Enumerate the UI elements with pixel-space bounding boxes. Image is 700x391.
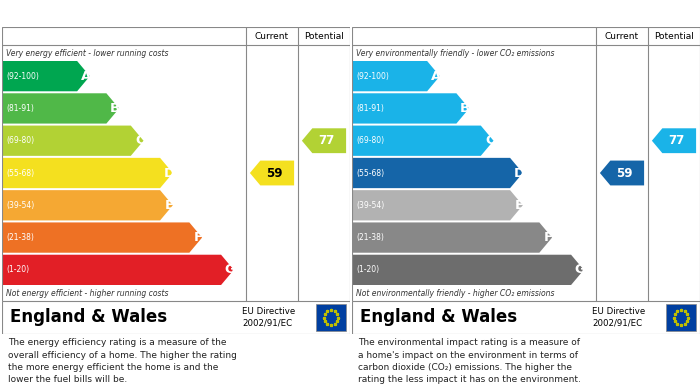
Polygon shape xyxy=(250,161,294,185)
Text: Potential: Potential xyxy=(304,32,344,41)
Text: (55-68): (55-68) xyxy=(356,169,384,178)
Text: Energy Efficiency Rating: Energy Efficiency Rating xyxy=(10,7,182,20)
Text: (92-100): (92-100) xyxy=(6,72,39,81)
Polygon shape xyxy=(2,93,119,124)
Polygon shape xyxy=(2,190,173,221)
Text: (39-54): (39-54) xyxy=(6,201,34,210)
Text: (81-91): (81-91) xyxy=(356,104,384,113)
Text: 77: 77 xyxy=(318,134,335,147)
Text: C: C xyxy=(135,134,144,147)
Text: (21-38): (21-38) xyxy=(356,233,384,242)
Text: A: A xyxy=(81,70,91,83)
Text: (1-20): (1-20) xyxy=(356,265,379,274)
Text: G: G xyxy=(575,264,585,276)
Text: (69-80): (69-80) xyxy=(6,136,34,145)
Text: (81-91): (81-91) xyxy=(6,104,34,113)
Polygon shape xyxy=(600,161,644,185)
Text: G: G xyxy=(225,264,235,276)
Text: 59: 59 xyxy=(266,167,283,179)
Text: (92-100): (92-100) xyxy=(356,72,389,81)
Polygon shape xyxy=(352,190,523,221)
Polygon shape xyxy=(302,128,346,153)
Text: B: B xyxy=(460,102,470,115)
Text: E: E xyxy=(164,199,174,212)
Text: Current: Current xyxy=(255,32,289,41)
Polygon shape xyxy=(352,222,552,253)
Text: Current: Current xyxy=(605,32,639,41)
Text: (69-80): (69-80) xyxy=(356,136,384,145)
Text: (21-38): (21-38) xyxy=(6,233,34,242)
Text: Very environmentally friendly - lower CO₂ emissions: Very environmentally friendly - lower CO… xyxy=(356,48,554,57)
Text: England & Wales: England & Wales xyxy=(360,308,517,326)
Text: (55-68): (55-68) xyxy=(6,169,34,178)
Text: D: D xyxy=(163,167,174,179)
Text: 59: 59 xyxy=(616,167,633,179)
Text: A: A xyxy=(431,70,441,83)
Text: The energy efficiency rating is a measure of the
overall efficiency of a home. T: The energy efficiency rating is a measur… xyxy=(8,338,237,384)
Text: EU Directive
2002/91/EC: EU Directive 2002/91/EC xyxy=(242,307,295,328)
Text: (39-54): (39-54) xyxy=(356,201,384,210)
Text: F: F xyxy=(194,231,203,244)
Polygon shape xyxy=(2,222,202,253)
Text: EU Directive
2002/91/EC: EU Directive 2002/91/EC xyxy=(592,307,645,328)
Polygon shape xyxy=(2,61,90,91)
Text: Not energy efficient - higher running costs: Not energy efficient - higher running co… xyxy=(6,289,169,298)
Text: Not environmentally friendly - higher CO₂ emissions: Not environmentally friendly - higher CO… xyxy=(356,289,554,298)
Text: F: F xyxy=(544,231,553,244)
Bar xyxy=(316,304,346,331)
Text: D: D xyxy=(513,167,524,179)
Text: Potential: Potential xyxy=(654,32,694,41)
Text: E: E xyxy=(514,199,524,212)
Text: C: C xyxy=(485,134,494,147)
Text: (1-20): (1-20) xyxy=(6,265,29,274)
Polygon shape xyxy=(2,158,173,188)
Bar xyxy=(666,304,696,331)
Polygon shape xyxy=(2,255,234,285)
Polygon shape xyxy=(352,93,469,124)
Polygon shape xyxy=(352,61,440,91)
Text: England & Wales: England & Wales xyxy=(10,308,167,326)
Polygon shape xyxy=(352,158,523,188)
Text: Environmental Impact (CO₂) Rating: Environmental Impact (CO₂) Rating xyxy=(360,7,607,20)
Polygon shape xyxy=(352,255,584,285)
Text: Very energy efficient - lower running costs: Very energy efficient - lower running co… xyxy=(6,48,169,57)
Polygon shape xyxy=(352,126,494,156)
Polygon shape xyxy=(652,128,696,153)
Text: B: B xyxy=(110,102,120,115)
Text: 77: 77 xyxy=(668,134,685,147)
Polygon shape xyxy=(2,126,143,156)
Text: The environmental impact rating is a measure of
a home's impact on the environme: The environmental impact rating is a mea… xyxy=(358,338,581,384)
